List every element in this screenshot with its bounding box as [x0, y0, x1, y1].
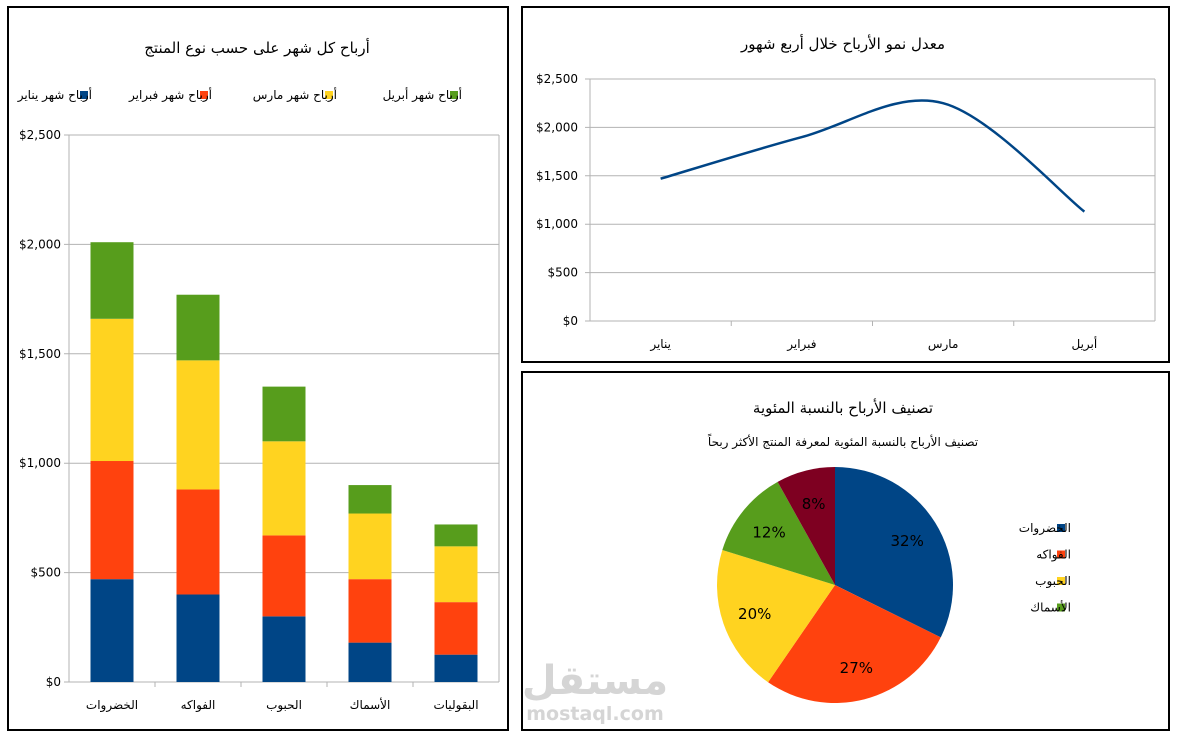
- legend-label: أرباح شهر فبراير: [128, 87, 212, 103]
- bar-segment: [348, 485, 392, 514]
- x-tick-label: الفواكه: [181, 698, 216, 713]
- pie-slice: [722, 481, 835, 585]
- y-tick-label: $500: [30, 566, 61, 580]
- pie-slice: [777, 467, 835, 585]
- bar-segment: [90, 461, 134, 580]
- bar-segment: [434, 546, 478, 603]
- watermark-arabic: مستقل: [522, 658, 668, 704]
- y-tick-label: $0: [563, 314, 578, 328]
- legend-swatch: [1057, 577, 1065, 585]
- slice-label: 8%: [802, 495, 826, 513]
- stacked-bar-chart-panel: أرباح كل شهر على حسب نوع المنتج أرباح شهر…: [7, 6, 509, 731]
- bar-segment: [348, 579, 392, 643]
- bar-segment: [262, 386, 306, 442]
- bar-segment: [262, 535, 306, 617]
- bar-segment: [434, 654, 478, 682]
- x-tick-label: الخضروات: [86, 698, 138, 713]
- y-tick-label: $1,000: [536, 217, 578, 231]
- chart-title: أرباح كل شهر على حسب نوع المنتج: [144, 38, 370, 57]
- pie-slice: [717, 549, 835, 683]
- y-tick-label: $2,000: [19, 237, 61, 251]
- legend-label: الخضروات: [1019, 521, 1071, 536]
- legend-label: أرباح شهر مارس: [253, 87, 337, 103]
- legend-label: الفواكه: [1036, 548, 1071, 563]
- x-tick-label: أبريل: [1072, 336, 1098, 352]
- x-tick-label: الحبوب: [266, 698, 302, 713]
- legend-label: الأسماك: [1030, 600, 1071, 615]
- bar-segment: [262, 441, 306, 536]
- bar-segment: [90, 242, 134, 319]
- bar-segment: [348, 513, 392, 580]
- bar-segment: [176, 594, 220, 682]
- bar-segment: [90, 579, 134, 682]
- x-tick-label: الأسماك: [350, 697, 391, 712]
- x-tick-label: يناير: [649, 337, 671, 352]
- y-tick-label: $0: [46, 675, 61, 689]
- x-tick-label: مارس: [928, 337, 959, 352]
- legend-label: أرباح شهر أبريل: [383, 87, 462, 103]
- watermark-latin: mostaql.com: [526, 703, 664, 725]
- y-tick-label: $1,500: [19, 347, 61, 361]
- legend-swatch: [450, 91, 458, 99]
- legend-swatch: [1057, 524, 1065, 532]
- chart-title: معدل نمو الأرباح خلال أربع شهور: [740, 34, 945, 53]
- legend-swatch: [1057, 550, 1065, 559]
- stacked-bar-chart: أرباح كل شهر على حسب نوع المنتج أرباح شهر…: [17, 38, 500, 713]
- y-tick-label: $2,500: [536, 72, 578, 86]
- pie-chart: تصنيف الأرباح بالنسبة المئوية تصنيف الأرب…: [708, 398, 1071, 703]
- y-tick-label: $500: [547, 266, 578, 280]
- y-tick-label: $1,000: [19, 456, 61, 470]
- slice-label: 20%: [738, 605, 771, 623]
- slice-label: 32%: [891, 532, 924, 550]
- legend-swatch: [1057, 603, 1065, 612]
- bar-segment: [434, 524, 478, 547]
- pie-slice: [768, 585, 941, 703]
- legend-label: أرباح شهر يناير: [17, 87, 92, 103]
- line-chart: معدل نمو الأرباح خلال أربع شهور $0 $500 $1,…: [536, 34, 1156, 352]
- pie-slice: [835, 467, 953, 638]
- series-line: [660, 99, 1086, 213]
- bar-segment: [348, 642, 392, 682]
- line-chart-panel: معدل نمو الأرباح خلال أربع شهور $0 $500 $1,…: [521, 6, 1170, 363]
- bar-segment: [262, 616, 306, 682]
- x-tick-label: فبراير: [786, 337, 816, 352]
- y-tick-label: $1,500: [536, 169, 578, 183]
- bar-segment: [176, 489, 220, 595]
- chart-title: تصنيف الأرباح بالنسبة المئوية: [753, 398, 933, 417]
- slice-label: 27%: [840, 659, 873, 677]
- slice-label: 12%: [752, 523, 785, 541]
- legend-swatch: [80, 91, 88, 99]
- bar-segment: [176, 294, 220, 361]
- legend-swatch: [200, 91, 208, 99]
- pie-chart-panel: تصنيف الأرباح بالنسبة المئوية تصنيف الأرب…: [521, 371, 1170, 731]
- y-tick-label: $2,000: [536, 120, 578, 134]
- y-tick-label: $2,500: [19, 128, 61, 142]
- x-tick-label: البقوليات: [433, 698, 478, 713]
- bar-segment: [434, 602, 478, 655]
- legend-label: الحبوب: [1035, 574, 1071, 589]
- bar-segment: [90, 318, 134, 462]
- bar-segment: [176, 360, 220, 490]
- chart-subtitle: تصنيف الأرباح بالنسبة المئوية لمعرفة الم…: [708, 433, 978, 450]
- legend-swatch: [325, 91, 333, 99]
